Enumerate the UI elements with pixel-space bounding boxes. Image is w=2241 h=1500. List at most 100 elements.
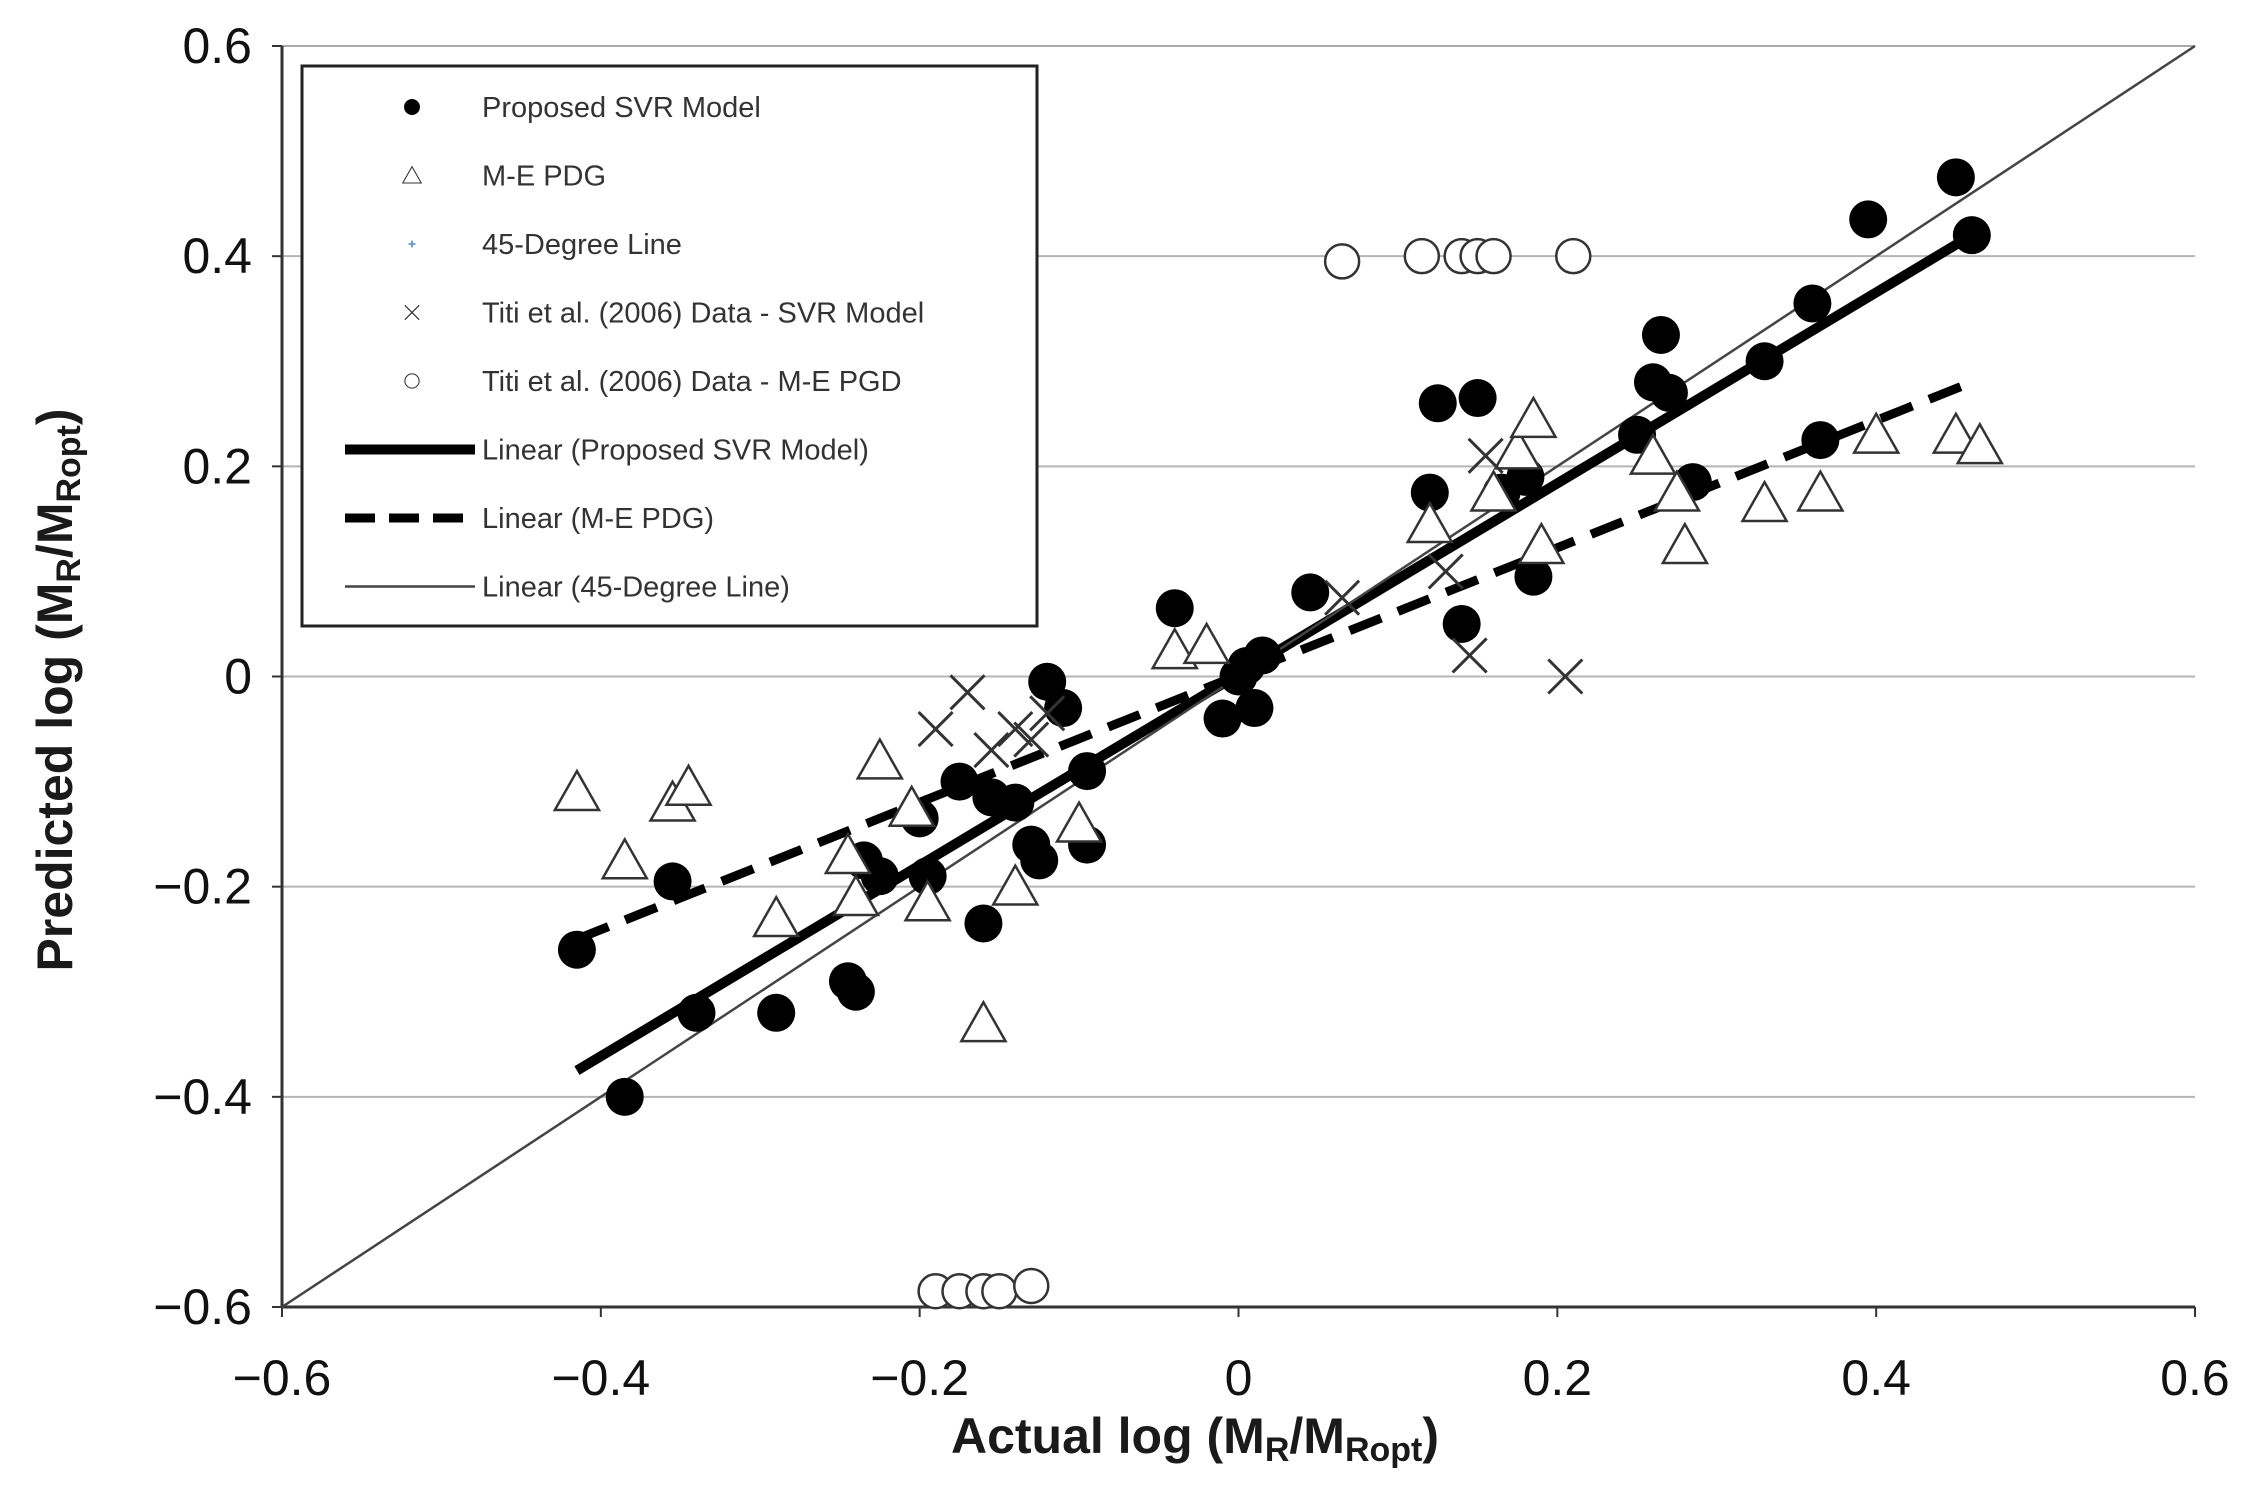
legend-label: Linear (45-Degree Line) bbox=[482, 572, 790, 604]
data-point bbox=[1475, 237, 1512, 275]
data-point bbox=[1442, 604, 1481, 643]
data-point bbox=[1013, 721, 1050, 758]
data-point bbox=[1796, 469, 1845, 512]
data-point bbox=[751, 894, 801, 938]
y-axis-title: Predicted log (MR/MRopt) bbox=[27, 408, 88, 971]
data-point bbox=[1403, 237, 1441, 275]
data-point bbox=[831, 873, 881, 917]
legend: Proposed SVR Model M-E PDG 45-Degree Line T… bbox=[300, 64, 1039, 628]
data-point bbox=[1410, 473, 1449, 512]
legend-label: Proposed SVR Model bbox=[482, 92, 761, 124]
legend-swatch bbox=[404, 99, 420, 115]
data-point bbox=[903, 878, 952, 922]
data-point bbox=[964, 904, 1003, 943]
data-point bbox=[1517, 521, 1566, 565]
legend-label: Linear (Proposed SVR Model) bbox=[482, 435, 869, 467]
data-point bbox=[1068, 752, 1107, 791]
data-point bbox=[996, 783, 1035, 822]
data-point bbox=[959, 999, 1008, 1043]
y-tick-label: 0.4 bbox=[182, 228, 252, 284]
x-tick-label: 0.2 bbox=[1523, 1350, 1593, 1406]
data-point bbox=[600, 836, 649, 880]
y-tick-label: −0.6 bbox=[153, 1279, 252, 1335]
data-point bbox=[1628, 432, 1678, 475]
data-point bbox=[940, 762, 979, 801]
data-point bbox=[757, 993, 796, 1032]
data-markers bbox=[552, 158, 2004, 1310]
tick-labels: 0.6 0.4 0.2 0 −0.2 −0.4 −0.6 −0.6 −0.4 −0.2 0 0.2 0.… bbox=[153, 18, 2229, 1406]
data-point bbox=[557, 930, 596, 969]
data-point bbox=[991, 863, 1040, 906]
data-point bbox=[949, 674, 986, 711]
data-point bbox=[664, 763, 713, 806]
y-tick-label: 0 bbox=[224, 649, 252, 705]
data-point bbox=[1405, 500, 1454, 544]
data-point bbox=[1493, 427, 1542, 470]
data-point bbox=[823, 831, 873, 875]
data-point bbox=[1469, 469, 1518, 512]
x-tick-label: −0.6 bbox=[233, 1350, 332, 1406]
data-point bbox=[1291, 573, 1330, 612]
x-axis-title: Actual log (MR/MRopt) bbox=[951, 1408, 1439, 1469]
legend-label: M-E PDG bbox=[482, 161, 606, 193]
x-tick-label: 0.4 bbox=[1841, 1350, 1911, 1406]
data-point bbox=[1514, 557, 1553, 596]
data-point bbox=[1509, 395, 1558, 439]
data-point bbox=[1652, 469, 1702, 512]
data-point bbox=[887, 784, 936, 827]
data-point bbox=[1660, 521, 1710, 565]
data-point bbox=[908, 857, 947, 896]
data-point bbox=[1054, 800, 1104, 843]
data-point bbox=[552, 768, 602, 812]
data-point bbox=[1013, 1267, 1050, 1305]
legend-swatch bbox=[401, 165, 423, 184]
data-point bbox=[1955, 421, 2004, 465]
y-tick-label: 0.2 bbox=[182, 438, 252, 494]
data-point bbox=[1020, 841, 1059, 880]
data-point bbox=[1931, 411, 1981, 454]
data-point bbox=[1801, 421, 1840, 460]
data-point bbox=[1952, 216, 1991, 255]
data-point bbox=[1649, 373, 1688, 412]
data-point bbox=[1467, 437, 1504, 474]
data-point bbox=[981, 1272, 1018, 1310]
data-point bbox=[836, 972, 875, 1011]
data-point bbox=[1324, 579, 1361, 616]
axes bbox=[272, 45, 2196, 1317]
y-tick-label: 0.6 bbox=[182, 18, 252, 74]
data-point bbox=[1029, 695, 1066, 732]
x-tick-label: −0.2 bbox=[870, 1350, 969, 1406]
data-point bbox=[1203, 699, 1242, 738]
data-point bbox=[1323, 243, 1361, 280]
x-tick-label: −0.4 bbox=[551, 1350, 650, 1406]
y-tick-label: −0.2 bbox=[153, 859, 252, 915]
data-point bbox=[1155, 589, 1194, 628]
legend-label: 45-Degree Line bbox=[482, 229, 682, 261]
data-point bbox=[997, 710, 1034, 748]
x-tick-label: 0.6 bbox=[2160, 1350, 2230, 1406]
data-point bbox=[1451, 637, 1488, 674]
data-point bbox=[1936, 158, 1975, 197]
y-tick-label: −0.4 bbox=[153, 1069, 252, 1125]
data-point bbox=[1547, 658, 1584, 695]
data-point bbox=[1182, 621, 1231, 665]
data-point bbox=[1849, 200, 1888, 239]
data-point bbox=[653, 862, 692, 901]
data-point bbox=[1851, 411, 1901, 454]
data-point bbox=[855, 737, 905, 780]
legend-label: Titi et al. (2006) Data - M-E PGD bbox=[482, 366, 902, 398]
data-point bbox=[1793, 284, 1832, 323]
legend-label: Linear (M-E PDG) bbox=[482, 503, 714, 535]
x-tick-label: 0 bbox=[1225, 1350, 1253, 1406]
data-point bbox=[605, 1077, 644, 1116]
data-point bbox=[973, 731, 1010, 769]
data-point bbox=[1555, 237, 1592, 275]
legend-swatch bbox=[404, 304, 420, 321]
legend-swatch bbox=[408, 240, 416, 248]
data-point bbox=[860, 857, 899, 896]
data-point bbox=[677, 993, 716, 1032]
data-point bbox=[1427, 553, 1464, 590]
data-point bbox=[1418, 384, 1457, 423]
data-point bbox=[1458, 379, 1497, 418]
